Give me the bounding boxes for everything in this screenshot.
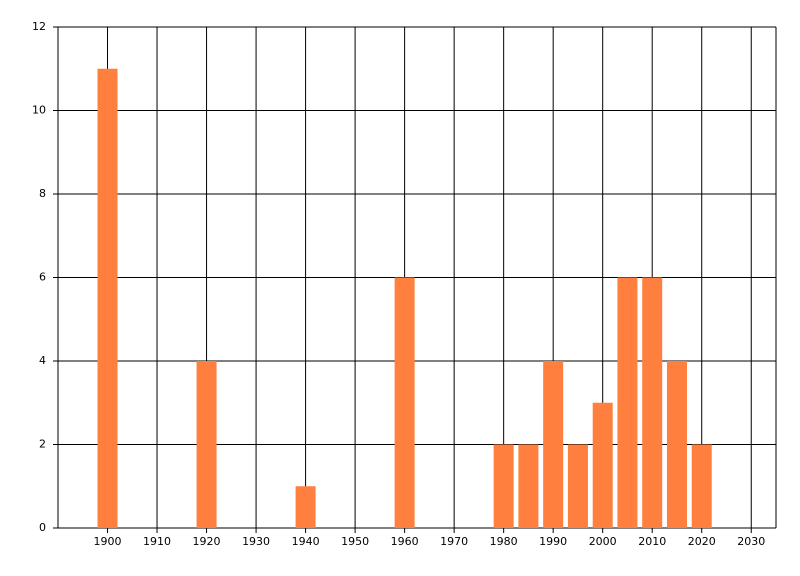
y-tick-label: 12 xyxy=(32,20,46,33)
y-tick-label: 6 xyxy=(39,271,46,284)
bar xyxy=(518,444,539,528)
x-tick-label: 1990 xyxy=(539,535,567,548)
x-tick-label: 1950 xyxy=(341,535,369,548)
x-tick-label: 1920 xyxy=(193,535,221,548)
x-tick-label: 1960 xyxy=(391,535,419,548)
bar xyxy=(295,486,316,528)
x-tick-label: 1910 xyxy=(143,535,171,548)
bar xyxy=(97,68,118,528)
x-tick-label: 2020 xyxy=(688,535,716,548)
x-tick-label: 1900 xyxy=(94,535,122,548)
bar xyxy=(666,361,687,528)
x-tick-label: 2030 xyxy=(737,535,765,548)
bar xyxy=(493,444,514,528)
y-tick-label: 2 xyxy=(39,438,46,451)
bar xyxy=(567,444,588,528)
bar xyxy=(617,277,638,528)
y-tick-label: 10 xyxy=(32,104,46,117)
bar xyxy=(642,277,663,528)
y-tick-label: 8 xyxy=(39,187,46,200)
y-tick-label: 0 xyxy=(39,521,46,534)
bar xyxy=(196,361,217,528)
y-tick-label: 4 xyxy=(39,354,46,367)
bar xyxy=(543,361,564,528)
bar xyxy=(394,277,415,528)
bar xyxy=(691,444,712,528)
x-tick-label: 2000 xyxy=(589,535,617,548)
x-tick-label: 1940 xyxy=(292,535,320,548)
x-tick-label: 1930 xyxy=(242,535,270,548)
x-tick-label: 1980 xyxy=(490,535,518,548)
bar xyxy=(592,402,613,528)
x-tick-label: 2010 xyxy=(638,535,666,548)
x-tick-label: 1970 xyxy=(440,535,468,548)
